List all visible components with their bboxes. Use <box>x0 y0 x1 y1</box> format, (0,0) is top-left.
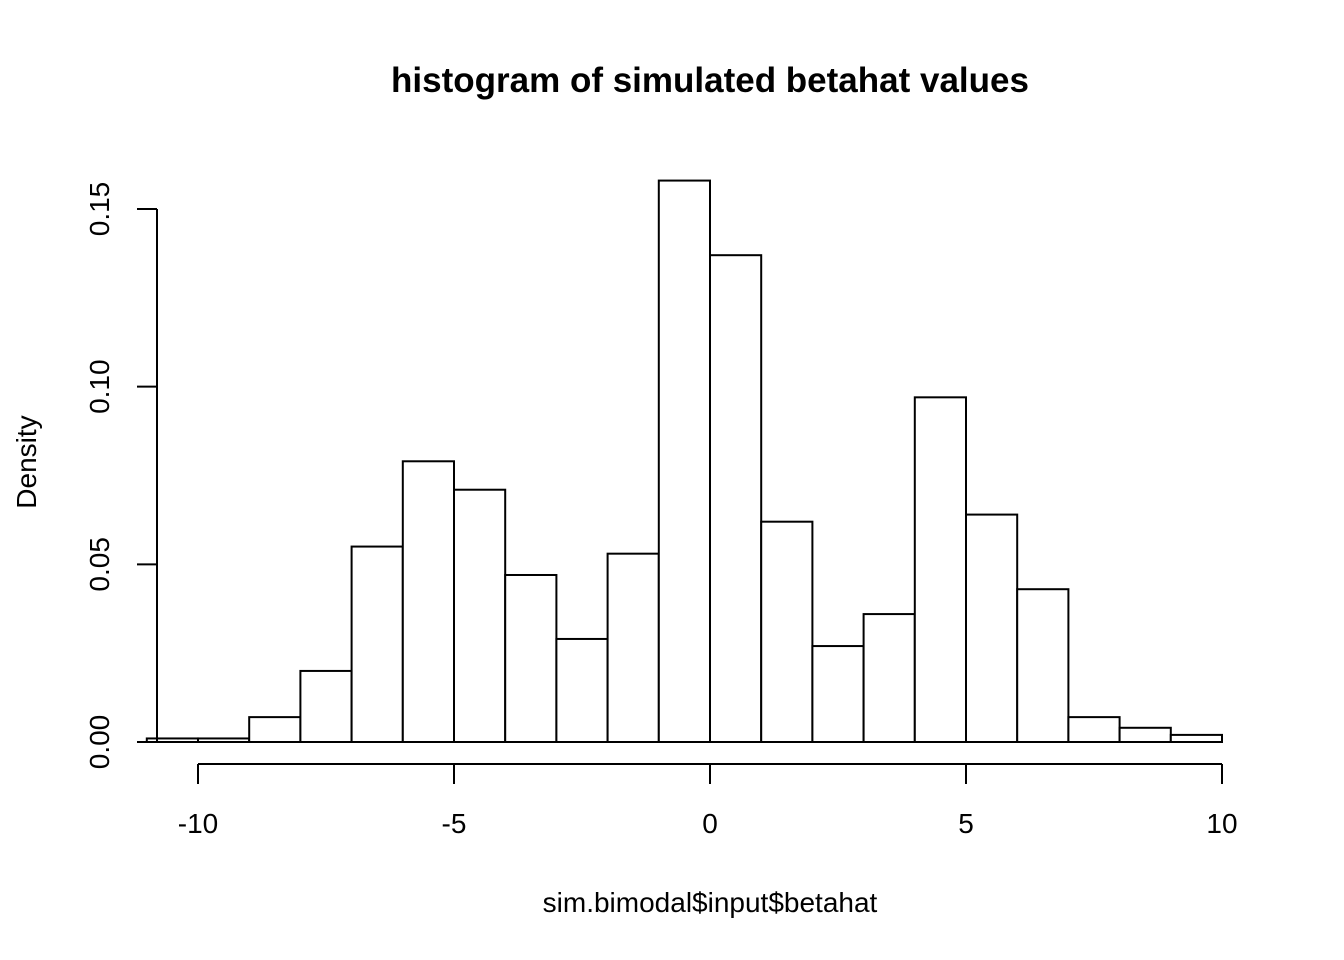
x-tick-label: -10 <box>178 808 218 839</box>
y-axis: 0.00 0.05 0.10 0.15 <box>84 182 158 770</box>
histogram-bar <box>299 669 353 744</box>
y-tick-label: 0.10 <box>84 359 115 414</box>
x-tick-label: 10 <box>1206 808 1237 839</box>
histogram-bar <box>965 513 1019 743</box>
histogram-bar <box>197 737 251 743</box>
histogram-bar <box>248 716 302 743</box>
chart-title: histogram of simulated betahat values <box>391 61 1029 100</box>
y-tick-label: 0.00 <box>84 715 115 770</box>
x-tick-label: 0 <box>702 808 718 839</box>
histogram-bar <box>606 552 660 743</box>
x-axis-label: sim.bimodal$input$betahat <box>543 887 878 918</box>
histogram-bar <box>504 573 558 744</box>
histogram-bar <box>1169 733 1224 743</box>
histogram-bar <box>1118 726 1172 744</box>
histogram-bar <box>862 613 916 744</box>
histogram-bar <box>1016 588 1070 743</box>
histogram-bar <box>811 645 865 743</box>
x-tick-label: 5 <box>958 808 974 839</box>
histogram-bar <box>453 488 507 744</box>
y-tick-label: 0.15 <box>84 182 115 237</box>
histogram-bars <box>145 179 1224 744</box>
y-axis-label: Density <box>11 415 42 508</box>
histogram-bar <box>760 520 814 744</box>
histogram-bar <box>555 637 609 743</box>
x-axis: -10 -5 0 5 10 <box>178 763 1238 839</box>
histogram-bar <box>1067 716 1121 743</box>
histogram-bar <box>401 460 455 743</box>
histogram-bar <box>709 254 763 743</box>
histogram-bar <box>913 396 967 743</box>
x-tick-label: -5 <box>442 808 467 839</box>
histogram-bar <box>350 545 404 743</box>
histogram-bar <box>657 179 711 744</box>
y-tick-label: 0.05 <box>84 537 115 592</box>
